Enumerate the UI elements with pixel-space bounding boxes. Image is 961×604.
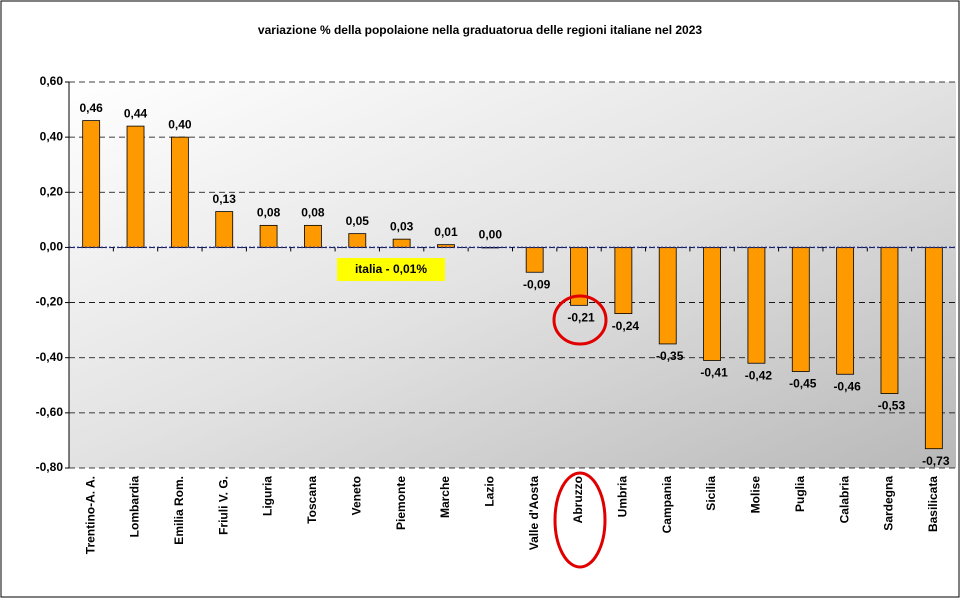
x-tick-label: Toscana — [305, 476, 319, 524]
highlight-circle — [552, 294, 608, 346]
bar — [348, 233, 367, 248]
x-tick-label: Puglia — [793, 476, 807, 512]
chart-title: variazione % della popolaione nella grad… — [258, 23, 702, 37]
bar — [703, 247, 721, 361]
data-label: 0,40 — [168, 117, 192, 131]
x-tick-label: Lombardia — [128, 476, 142, 538]
data-label: 0,44 — [124, 106, 148, 120]
data-label: -0,73 — [922, 454, 950, 468]
x-tick-label: Marche — [438, 476, 452, 518]
bar — [215, 211, 234, 248]
data-label: -0,09 — [523, 277, 551, 291]
bar — [924, 247, 943, 450]
x-tick-label: Emilia Rom. — [172, 476, 186, 545]
x-tick-label: Veneto — [349, 476, 363, 515]
x-tick-label: Liguria — [261, 476, 275, 516]
data-label: -0,46 — [833, 379, 861, 393]
bar — [880, 247, 899, 394]
y-tick-label: 0,40 — [40, 129, 64, 143]
bars — [82, 120, 943, 450]
x-tick-label: Trentino-A. A. — [83, 476, 97, 554]
data-label: 0,08 — [257, 206, 281, 220]
x-tick-label: Calabria — [837, 476, 851, 524]
x-tick-label: Sicilia — [704, 476, 718, 511]
y-tick-label: 0,20 — [40, 184, 64, 198]
bar — [82, 120, 101, 248]
data-label: 0,01 — [434, 225, 458, 239]
annotation: italia - 0,01% — [355, 262, 427, 276]
x-tick-label: Valle d'Aosta — [527, 476, 541, 551]
x-tick-label: Umbria — [616, 476, 630, 518]
bar — [525, 247, 544, 273]
bar — [170, 136, 189, 248]
data-label: -0,42 — [745, 368, 773, 382]
data-label: 0,05 — [346, 214, 370, 228]
bar — [392, 238, 411, 248]
data-label: -0,21 — [567, 311, 595, 325]
x-tick-label: Friuli V. G. — [216, 476, 230, 535]
bar — [658, 247, 677, 345]
bar — [126, 125, 145, 248]
data-label: -0,24 — [612, 319, 640, 333]
bar — [304, 224, 322, 248]
data-label: 0,00 — [479, 228, 503, 242]
data-label: 0,13 — [213, 192, 237, 206]
data-label: -0,41 — [700, 366, 728, 380]
annotation-box — [337, 258, 445, 281]
data-label: 0,46 — [79, 101, 103, 115]
data-label: -0,35 — [656, 349, 684, 363]
y-tick-label: 0,60 — [40, 74, 64, 88]
x-tick-label: Piemonte — [394, 476, 408, 530]
x-tick-label: Basilicata — [926, 476, 940, 532]
bar — [836, 247, 855, 375]
data-label: 0,03 — [390, 219, 414, 233]
y-tick-label: -0,40 — [36, 350, 64, 364]
data-label: -0,45 — [789, 377, 817, 391]
x-tick-label: Sardegna — [882, 476, 896, 531]
y-tick-label: -0,60 — [36, 405, 64, 419]
y-tick-label: -0,20 — [36, 295, 64, 309]
data-label: -0,53 — [878, 399, 906, 413]
bar — [791, 247, 810, 372]
data-label: 0,08 — [301, 206, 325, 220]
x-tick-label: Campania — [660, 476, 674, 534]
plot-area — [69, 82, 956, 468]
bar — [570, 247, 588, 306]
bar — [614, 247, 633, 314]
bar — [259, 224, 278, 248]
bar — [747, 247, 766, 364]
x-tick-label: Lazio — [482, 476, 496, 507]
x-tick-label: Molise — [749, 476, 763, 514]
y-tick-label: -0,80 — [36, 460, 64, 474]
y-tick-label: 0,00 — [40, 240, 64, 254]
x-tick-label: Abruzzo — [571, 476, 585, 523]
highlight-circle — [553, 471, 607, 569]
